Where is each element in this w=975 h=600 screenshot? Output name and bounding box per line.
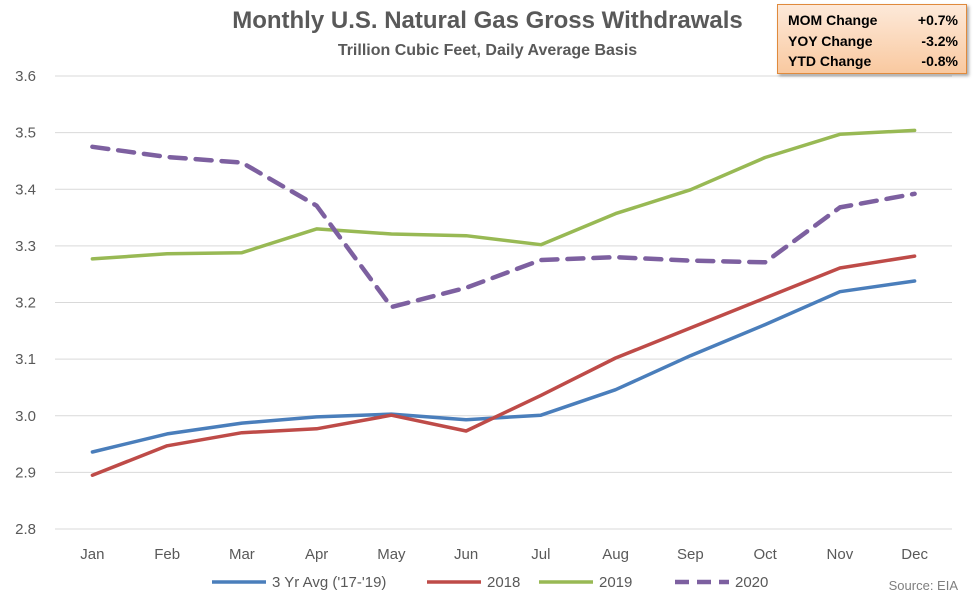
chart-subtitle: Trillion Cubic Feet, Daily Average Basis — [337, 42, 638, 59]
x-tick-label: Mar — [229, 546, 255, 563]
x-tick-label: Nov — [827, 546, 854, 563]
chart-title: Monthly U.S. Natural Gas Gross Withdrawa… — [232, 7, 743, 34]
x-tick-label: Aug — [602, 546, 629, 563]
legend-label: 2018 — [487, 574, 520, 591]
y-tick-label: 3.3 — [15, 238, 36, 255]
x-tick-label: Dec — [901, 546, 928, 563]
mom-change-label: MOM Change — [788, 12, 878, 28]
series-line-3-yr-avg-17-19 — [90, 279, 917, 454]
series-line-2020 — [90, 144, 917, 310]
series-line-2018 — [90, 254, 917, 477]
y-tick-label: 3.0 — [15, 408, 36, 425]
x-tick-label: Jun — [454, 546, 478, 563]
y-tick-label: 3.2 — [15, 295, 36, 312]
ytd-change-row: YTD Change -0.8% — [788, 51, 958, 72]
x-tick-label: Jan — [80, 546, 104, 563]
mom-change-value: +0.7% — [917, 12, 958, 28]
x-tick-label: Apr — [305, 546, 328, 563]
change-stats-box: MOM Change +0.7% YOY Change -3.2% YTD Ch… — [777, 4, 967, 74]
x-tick-label: May — [377, 546, 406, 563]
legend-label: 2020 — [735, 574, 768, 591]
y-tick-label: 3.5 — [15, 125, 36, 142]
x-tick-label: Sep — [677, 546, 704, 563]
y-tick-label: 2.9 — [15, 464, 36, 481]
y-tick-label: 3.6 — [15, 68, 36, 85]
yoy-change-value: -3.2% — [921, 32, 958, 49]
source-label: Source: EIA — [889, 578, 959, 593]
series-line-2019 — [90, 128, 917, 261]
mom-change-row: MOM Change +0.7% — [788, 10, 958, 31]
yoy-change-label: YOY Change — [788, 32, 873, 49]
x-tick-label: Feb — [154, 546, 180, 563]
x-tick-label: Oct — [753, 546, 777, 563]
ytd-change-label: YTD Change — [788, 53, 872, 69]
x-tick-label: Jul — [531, 546, 550, 563]
y-tick-label: 3.4 — [15, 181, 36, 198]
yoy-change-row: YOY Change -3.2% — [788, 31, 958, 52]
legend-label: 3 Yr Avg ('17-'19) — [272, 574, 386, 591]
legend-label: 2019 — [599, 574, 632, 591]
ytd-change-value: -0.8% — [921, 53, 958, 69]
y-tick-label: 3.1 — [15, 351, 36, 368]
y-tick-label: 2.8 — [15, 521, 36, 538]
